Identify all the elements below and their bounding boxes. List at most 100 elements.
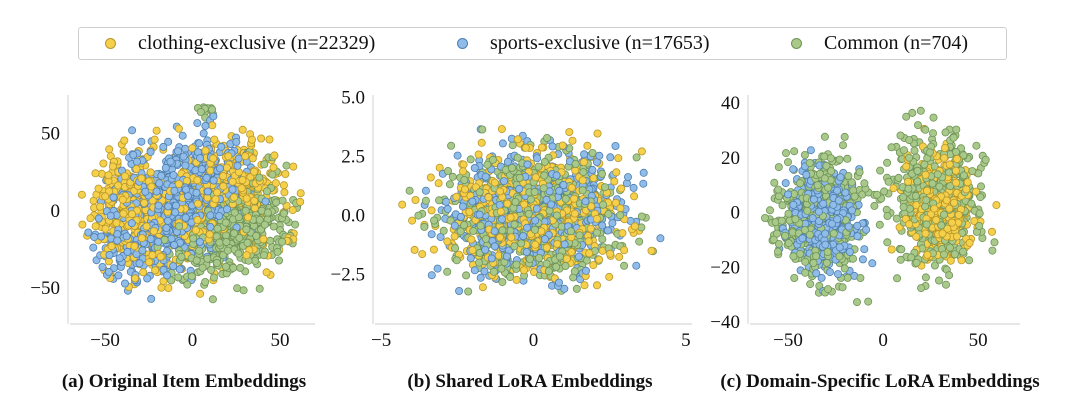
point-clothing [542, 243, 551, 252]
point-sports [588, 165, 597, 174]
point-common [439, 226, 448, 235]
point-clothing [131, 274, 140, 283]
point-clothing [105, 145, 114, 154]
point-common [260, 160, 269, 169]
point-clothing [465, 207, 474, 216]
point-common [835, 155, 844, 164]
point-sports [203, 187, 212, 196]
point-common [988, 246, 997, 255]
point-clothing [558, 141, 567, 150]
point-common [525, 254, 534, 263]
point-sports [84, 228, 93, 237]
point-common [513, 153, 522, 162]
legend-marker-clothing [105, 38, 116, 49]
point-common [234, 249, 243, 258]
point-sports [217, 142, 226, 151]
point-clothing [241, 152, 250, 161]
point-sports [196, 154, 205, 163]
point-clothing [127, 210, 136, 219]
point-sports [170, 186, 179, 195]
point-sports [490, 242, 499, 251]
point-clothing [142, 222, 151, 231]
point-sports [169, 171, 178, 180]
point-common [269, 222, 278, 231]
point-clothing [410, 245, 419, 254]
point-common [447, 141, 456, 150]
legend-item-common: Common (n=704) [791, 28, 968, 59]
point-clothing [296, 197, 305, 206]
point-clothing [247, 135, 256, 144]
point-clothing [289, 162, 298, 171]
point-common [498, 278, 507, 287]
point-sports [560, 240, 569, 249]
point-common [916, 106, 925, 115]
point-clothing [77, 190, 86, 199]
point-common [544, 267, 553, 276]
point-clothing [279, 181, 288, 190]
point-common [462, 271, 471, 280]
point-clothing [583, 141, 592, 150]
point-clothing [121, 172, 130, 181]
point-common [260, 220, 269, 229]
y-tick-label: −2.5 [331, 265, 365, 286]
point-common [571, 159, 580, 168]
point-common [601, 183, 610, 192]
point-sports [178, 131, 187, 140]
point-common [893, 274, 902, 283]
point-sports [146, 234, 155, 243]
point-common [892, 214, 901, 223]
point-common [790, 147, 799, 156]
point-common [183, 280, 192, 289]
point-common [632, 153, 641, 162]
point-sports [531, 216, 540, 225]
point-common [466, 155, 475, 164]
point-sports [121, 279, 130, 288]
point-common [201, 277, 210, 286]
point-common [914, 121, 923, 130]
point-common [274, 256, 283, 265]
point-clothing [606, 249, 615, 258]
point-clothing [610, 177, 619, 186]
point-clothing [146, 168, 155, 177]
y-tick-label: 50 [41, 124, 60, 145]
point-common [930, 261, 939, 270]
point-sports [90, 233, 99, 242]
point-sports [147, 294, 156, 303]
point-sports [206, 211, 215, 220]
point-clothing [593, 281, 602, 290]
x-tick-label: 5 [681, 330, 691, 351]
legend-marker-sports [457, 38, 468, 49]
point-common [223, 246, 232, 255]
point-clothing [495, 233, 504, 242]
point-sports [639, 168, 648, 177]
point-common [894, 173, 903, 182]
point-sports [162, 223, 171, 232]
point-clothing [151, 266, 160, 275]
point-sports [201, 121, 210, 130]
point-sports [603, 226, 612, 235]
point-common [598, 169, 607, 178]
point-common [469, 226, 478, 235]
point-sports [94, 214, 103, 223]
point-sports [608, 219, 617, 228]
point-common [790, 273, 799, 282]
point-common [534, 162, 543, 171]
point-sports [480, 267, 489, 276]
point-common [273, 247, 282, 256]
point-clothing [589, 174, 598, 183]
point-sports [109, 193, 118, 202]
point-clothing [531, 240, 540, 249]
point-sports [152, 187, 161, 196]
point-clothing [611, 198, 620, 207]
point-clothing [568, 136, 577, 145]
point-sports [159, 142, 168, 151]
point-sports [192, 188, 201, 197]
point-clothing [137, 234, 146, 243]
point-sports [552, 171, 561, 180]
point-clothing [411, 195, 420, 204]
point-clothing [565, 128, 574, 137]
point-sports [132, 157, 141, 166]
legend-label-clothing: clothing-exclusive (n=22329) [138, 32, 376, 54]
point-common [475, 258, 484, 267]
